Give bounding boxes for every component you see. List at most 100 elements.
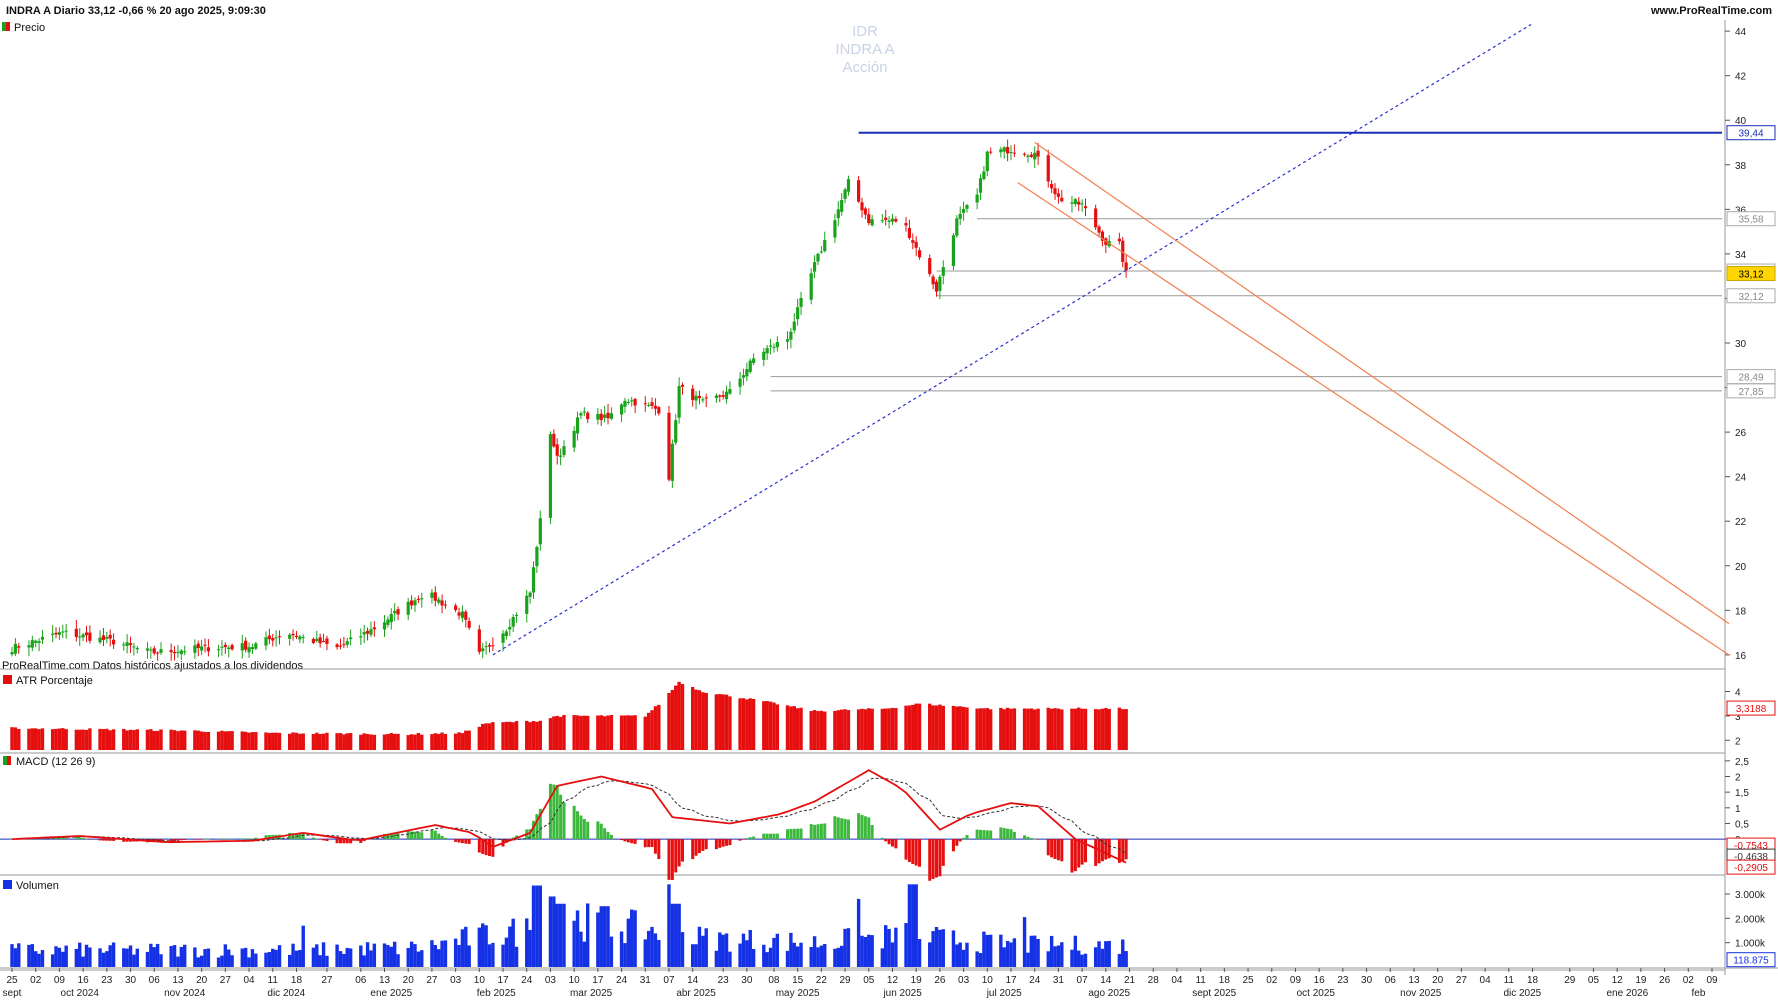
candle-body[interactable] [193,645,197,653]
candle-body[interactable] [254,643,258,649]
candle-body[interactable] [298,636,302,640]
candle-body[interactable] [657,407,661,414]
candle-body[interactable] [975,194,979,203]
candle-body[interactable] [277,636,282,638]
candle-body[interactable] [230,645,234,650]
candle-body[interactable] [81,634,85,638]
candle-body[interactable] [538,518,542,545]
candle-body[interactable] [410,600,414,606]
candle-body[interactable] [406,601,410,615]
candle-body[interactable] [149,649,153,651]
candle-body[interactable] [887,220,891,222]
candle-body[interactable] [484,646,488,648]
candle-body[interactable] [789,331,793,340]
candle-body[interactable] [745,369,749,377]
candle-body[interactable] [386,619,390,625]
candle-body[interactable] [857,180,861,202]
candle-body[interactable] [176,651,180,653]
candle-body[interactable] [965,205,969,209]
candle-body[interactable] [372,627,376,630]
candle-body[interactable] [880,220,884,222]
candle-body[interactable] [1097,226,1101,233]
candle-body[interactable] [934,281,939,292]
candle-body[interactable] [169,650,173,653]
candle-body[interactable] [819,251,823,253]
candle-body[interactable] [958,213,962,219]
volume-pane[interactable]: 3.000k 2.000k 1.000k 118.875 [10,884,1776,968]
candle-body[interactable] [105,637,109,639]
candle-body[interactable] [762,351,766,360]
candle-body[interactable] [457,612,461,616]
candle-body[interactable] [128,643,133,646]
candle-body[interactable] [816,253,820,262]
candle-body[interactable] [843,189,847,199]
candle-body[interactable] [1080,203,1084,205]
candle-body[interactable] [467,621,471,628]
candle-body[interactable] [51,633,55,635]
candle-body[interactable] [531,567,536,593]
candle-body[interactable] [1033,152,1037,160]
candle-body[interactable] [741,375,746,378]
candle-body[interactable] [575,417,580,434]
candle-body[interactable] [64,630,68,632]
candle-body[interactable] [294,635,299,638]
candle-body[interactable] [57,632,62,635]
candle-body[interactable] [135,647,139,650]
price-pane[interactable]: 16182022242628303234363840424439,4435,58… [10,23,1776,662]
candle-body[interactable] [748,360,752,372]
candle-body[interactable] [955,218,959,236]
candle-body[interactable] [240,643,244,651]
candle-body[interactable] [860,202,864,211]
candle-body[interactable] [525,595,529,614]
candle-body[interactable] [792,321,796,331]
candle-body[interactable] [647,404,651,406]
candle-body[interactable] [812,262,817,272]
candle-body[interactable] [701,399,705,401]
candle-body[interactable] [633,398,637,406]
macd-legend[interactable]: MACD (12 26 9) [3,756,95,768]
candle-body[interactable] [504,631,509,637]
candle-body[interactable] [894,219,898,222]
candle-body[interactable] [220,646,224,648]
candle-body[interactable] [365,630,370,634]
candle-body[interactable] [122,644,126,646]
candle-body[interactable] [667,412,671,480]
candle-body[interactable] [1060,197,1064,202]
candle-body[interactable] [1056,193,1061,197]
macd-pane[interactable]: 2,521,510,50-0,7543-0,4638-0,2905 [0,757,1776,881]
candle-body[interactable] [951,235,956,267]
candle-body[interactable] [10,652,14,655]
time-axis[interactable]: 25 02 09 16 23 30 06 13 20 27 04 11 18 27 06 13 20 27 03 10… [3,968,1718,999]
candle-body[interactable] [961,209,966,213]
candle-body[interactable] [416,598,420,600]
candle-body[interactable] [477,629,481,652]
candle-body[interactable] [680,384,685,387]
candle-body[interactable] [311,638,315,643]
candle-body[interactable] [718,395,722,397]
candle-body[interactable] [982,171,986,180]
candle-body[interactable] [369,629,373,635]
candle-body[interactable] [582,411,586,413]
candle-body[interactable] [619,404,624,415]
candle-body[interactable] [579,413,583,416]
candle-body[interactable] [84,632,89,636]
candle-body[interactable] [172,651,177,654]
candle-body[interactable] [941,267,945,276]
candle-body[interactable] [274,637,278,639]
candle-body[interactable] [768,345,773,347]
candle-body[interactable] [27,645,31,648]
candle-body[interactable] [752,358,756,364]
candle-body[interactable] [491,645,495,647]
candle-body[interactable] [623,400,627,407]
candle-body[interactable] [1026,155,1030,158]
candle-body[interactable] [108,634,112,639]
candle-body[interactable] [291,633,295,636]
candle-body[interactable] [183,651,187,653]
candle-body[interactable] [196,643,200,649]
candle-body[interactable] [413,600,417,606]
candle-body[interactable] [98,637,102,643]
candle-body[interactable] [244,640,248,650]
candle-body[interactable] [514,614,519,616]
candle-body[interactable] [132,646,136,648]
candle-body[interactable] [101,635,106,640]
